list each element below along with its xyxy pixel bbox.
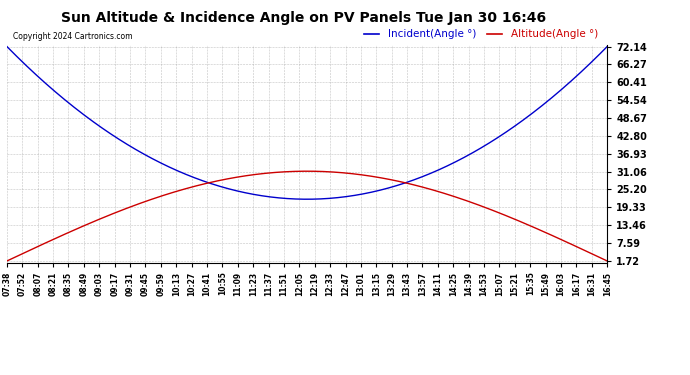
Text: Copyright 2024 Cartronics.com: Copyright 2024 Cartronics.com — [13, 32, 132, 41]
Text: Sun Altitude & Incidence Angle on PV Panels Tue Jan 30 16:46: Sun Altitude & Incidence Angle on PV Pan… — [61, 11, 546, 25]
Legend: Incident(Angle °), Altitude(Angle °): Incident(Angle °), Altitude(Angle °) — [359, 25, 602, 44]
